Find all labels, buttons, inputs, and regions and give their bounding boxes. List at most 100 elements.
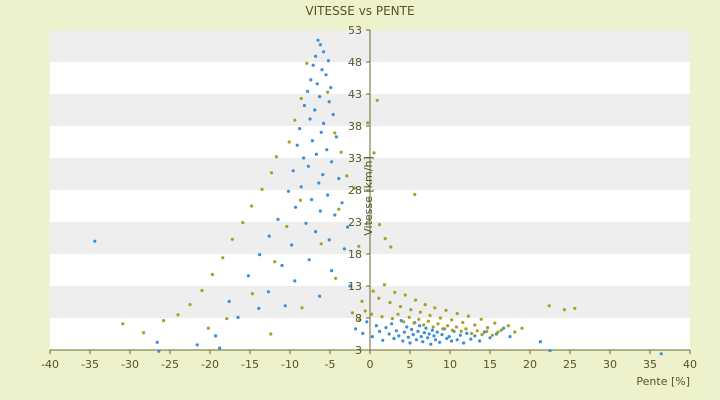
data-point-series-1 — [387, 332, 391, 336]
data-point-series-1 — [447, 335, 451, 339]
data-point-series-2 — [446, 324, 450, 328]
data-point-series-2 — [407, 315, 411, 319]
data-point-series-1 — [424, 326, 428, 330]
data-point-series-1 — [324, 73, 328, 77]
axes — [49, 29, 691, 354]
data-point-series-1 — [482, 330, 486, 334]
data-point-series-2 — [417, 317, 421, 321]
data-point-series-1 — [330, 269, 334, 273]
data-point-series-2 — [444, 308, 448, 312]
data-point-series-1 — [290, 243, 294, 247]
data-point-series-1 — [286, 189, 290, 193]
data-point-series-2 — [428, 313, 432, 317]
data-point-series-2 — [470, 331, 474, 335]
data-point-series-1 — [327, 238, 331, 242]
data-point-series-1 — [361, 331, 365, 335]
data-point-series-2 — [414, 298, 418, 302]
data-point-series-1 — [374, 324, 378, 328]
x-tick-label: -10 — [281, 358, 299, 371]
data-point-series-1 — [266, 290, 270, 294]
data-point-series-2 — [479, 317, 483, 321]
data-point-series-1 — [378, 329, 382, 333]
data-point-series-1 — [299, 185, 303, 189]
data-point-series-1 — [458, 333, 462, 337]
data-point-series-2 — [319, 242, 323, 246]
data-point-series-2 — [438, 316, 442, 320]
data-point-series-1 — [302, 103, 306, 108]
data-point-series-1 — [157, 349, 161, 353]
data-point-series-1 — [432, 334, 436, 338]
data-point-series-2 — [188, 303, 192, 307]
data-point-series-2 — [300, 306, 304, 310]
data-point-series-2 — [121, 322, 125, 326]
data-point-series-1 — [435, 330, 439, 334]
data-point-series-2 — [333, 131, 337, 135]
data-point-series-1 — [346, 225, 350, 229]
data-point-series-1 — [317, 181, 321, 185]
data-point-series-2 — [466, 314, 470, 318]
data-point-series-2 — [426, 319, 430, 323]
data-point-series-1 — [416, 329, 420, 333]
data-point-series-1 — [354, 327, 358, 331]
data-point-series-2 — [459, 329, 463, 333]
data-point-series-2 — [455, 311, 459, 316]
data-point-series-1 — [445, 336, 449, 341]
data-point-series-1 — [384, 326, 388, 330]
data-point-series-1 — [322, 50, 326, 54]
data-point-series-2 — [403, 293, 407, 297]
data-point-series-2 — [506, 324, 510, 328]
data-point-series-1 — [293, 279, 297, 283]
data-point-series-2 — [260, 187, 264, 191]
data-point-series-2 — [350, 311, 354, 315]
data-point-series-1 — [337, 176, 341, 181]
data-point-series-2 — [473, 323, 477, 327]
data-point-series-1 — [318, 95, 322, 99]
data-point-series-2 — [326, 90, 330, 94]
data-point-series-1 — [329, 86, 333, 90]
data-point-series-1 — [307, 258, 311, 262]
data-point-series-2 — [496, 330, 500, 334]
data-point-series-2 — [371, 289, 375, 293]
data-point-series-1 — [414, 338, 418, 342]
data-point-series-2 — [513, 330, 517, 334]
data-point-series-1 — [365, 320, 369, 324]
data-point-series-1 — [316, 38, 320, 42]
data-point-series-1 — [195, 343, 199, 347]
x-tick-label: -40 — [41, 358, 59, 371]
data-point-series-1 — [455, 338, 459, 342]
x-axis-title: Pente [%] — [636, 375, 690, 388]
y-tick-label: 23 — [348, 216, 362, 229]
data-point-series-1 — [280, 263, 284, 268]
data-point-series-1 — [246, 274, 250, 278]
data-point-series-2 — [390, 317, 394, 321]
data-point-series-1 — [258, 253, 262, 257]
data-point-series-2 — [409, 308, 413, 312]
data-point-series-2 — [396, 312, 400, 316]
x-tick-label: -35 — [81, 358, 99, 371]
data-point-series-1 — [236, 315, 240, 319]
y-tick-label: 53 — [348, 24, 362, 37]
data-point-series-2 — [360, 299, 364, 303]
data-point-series-2 — [269, 332, 273, 336]
data-point-series-1 — [418, 324, 422, 328]
data-point-series-1 — [429, 342, 433, 346]
data-point-series-1 — [348, 284, 352, 288]
data-point-series-2 — [433, 306, 437, 310]
data-point-series-1 — [330, 160, 334, 164]
data-point-series-1 — [276, 217, 280, 221]
y-tick-label: 18 — [348, 248, 362, 261]
data-point-series-2 — [372, 151, 376, 155]
data-point-series-2 — [339, 150, 343, 154]
data-point-series-1 — [313, 108, 317, 112]
data-point-series-1 — [340, 201, 344, 205]
data-point-series-2 — [378, 223, 382, 227]
data-point-series-2 — [206, 326, 210, 330]
x-tick-label: 5 — [407, 358, 414, 371]
data-point-series-2 — [413, 192, 417, 197]
data-point-series-2 — [423, 303, 427, 307]
data-point-series-2 — [377, 296, 381, 300]
data-point-series-2 — [499, 328, 503, 332]
data-point-series-1 — [310, 139, 314, 143]
data-point-series-1 — [399, 319, 403, 323]
data-point-series-2 — [375, 98, 379, 102]
